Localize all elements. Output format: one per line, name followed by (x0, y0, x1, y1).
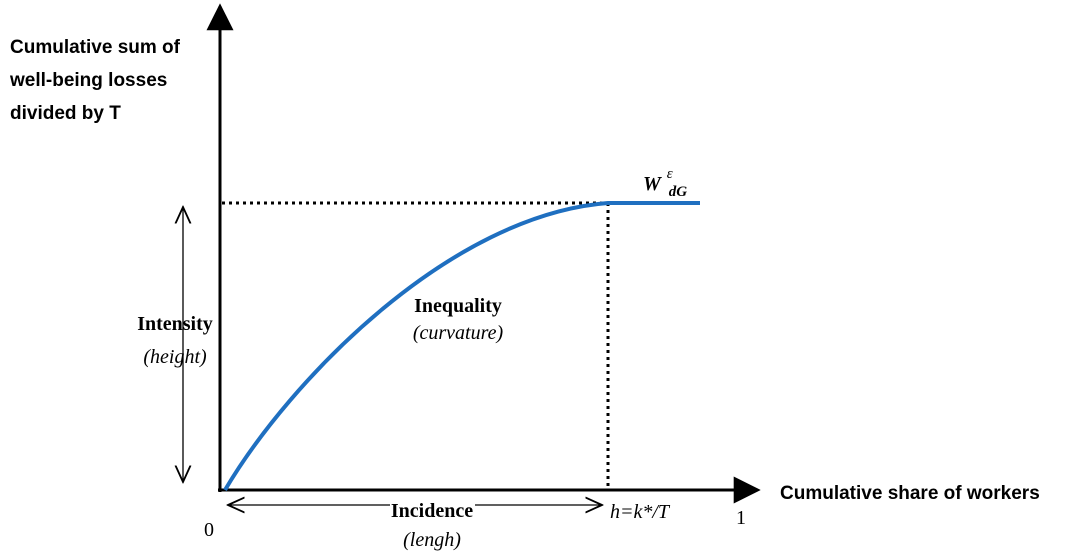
curve (223, 201, 700, 492)
y-axis-label: divided by T (10, 103, 121, 124)
curve-label-sub: dG (669, 184, 688, 200)
curve-label-base: W (643, 173, 662, 195)
intensity-note: (height) (143, 346, 207, 368)
y-axis-label: Cumulative sum of (10, 37, 181, 58)
y-axis-label: well-being losses (9, 70, 167, 91)
incidence-title: Incidence (391, 500, 473, 522)
x-end: 1 (736, 507, 746, 529)
incidence-note: (lengh) (403, 529, 461, 551)
curve-label-sup: ε (667, 166, 673, 182)
inequality-note: (curvature) (413, 322, 504, 344)
x-axis-label: Cumulative share of workers (780, 483, 1040, 504)
inequality-title: Inequality (414, 295, 502, 317)
h-label: h=k*/T (610, 501, 671, 523)
intensity-title: Intensity (137, 313, 213, 335)
x-start: 0 (204, 519, 214, 541)
